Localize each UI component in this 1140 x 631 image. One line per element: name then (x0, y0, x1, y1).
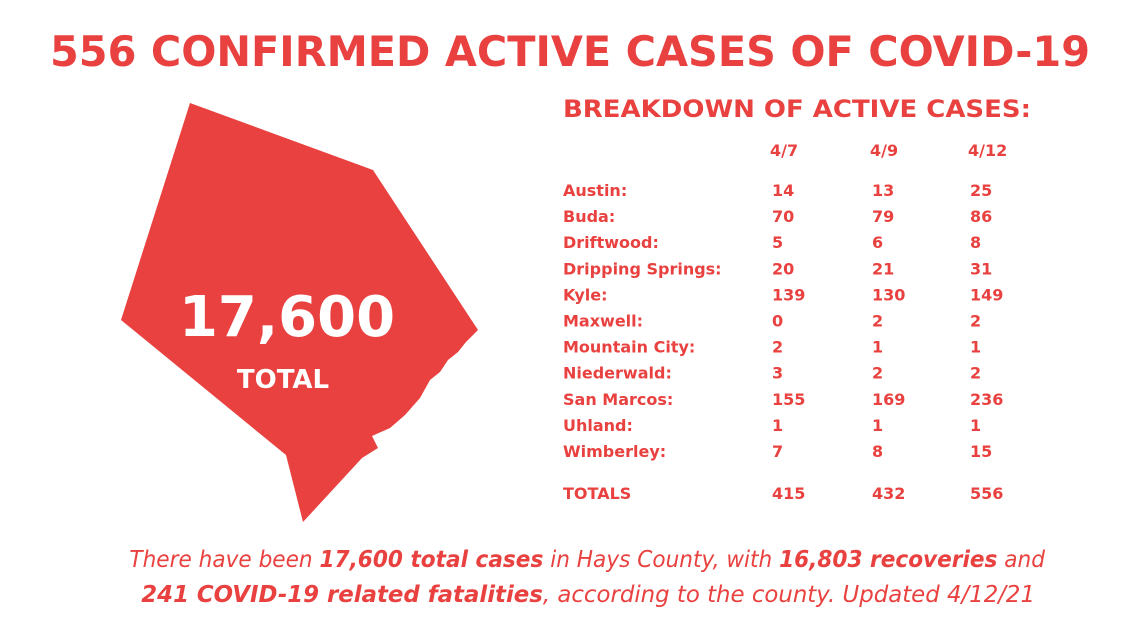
cell-value: 8 (970, 233, 981, 252)
cell-value: 1 (872, 338, 883, 357)
footer-text: and (997, 547, 1045, 573)
cell-value: 1 (772, 416, 783, 435)
total-number: 17,600 (179, 285, 395, 350)
cell-value: 25 (970, 181, 992, 200)
row-label: Dripping Springs: (563, 259, 722, 278)
cell-value: 1 (970, 338, 981, 357)
total-label: TOTAL (237, 365, 329, 395)
cell-value: 139 (772, 285, 805, 304)
cell-value: 21 (872, 259, 894, 278)
cell-value: 155 (772, 390, 805, 409)
cell-value: 130 (872, 285, 905, 304)
column-header: 4/12 (968, 141, 1007, 160)
cell-value: 2 (872, 364, 883, 383)
cell-value: 2 (872, 312, 883, 331)
row-label: Uhland: (563, 416, 633, 435)
row-label: Niederwald: (563, 364, 672, 383)
row-label: Maxwell: (563, 312, 643, 331)
footer-bold: 17,600 total cases (319, 547, 543, 573)
cell-value: 70 (772, 207, 794, 226)
cell-value: 7 (772, 442, 783, 461)
cell-value: 169 (872, 390, 905, 409)
totals-value: 432 (872, 484, 905, 503)
row-label: Austin: (563, 181, 627, 200)
footer-bold: 241 COVID-19 related fatalities (141, 582, 543, 608)
table-title: BREAKDOWN OF ACTIVE CASES: (563, 95, 1031, 123)
cell-value: 79 (872, 207, 894, 226)
cell-value: 6 (872, 233, 883, 252)
cell-value: 13 (872, 181, 894, 200)
title: 556 CONFIRMED ACTIVE CASES OF COVID-19 (50, 27, 1090, 76)
cell-value: 14 (772, 181, 794, 200)
cell-value: 3 (772, 364, 783, 383)
footer-text: There have been (129, 547, 319, 573)
cell-value: 0 (772, 312, 783, 331)
cell-value: 149 (970, 285, 1003, 304)
row-label: Driftwood: (563, 233, 659, 252)
footer-line: 241 COVID-19 related fatalities, accordi… (105, 582, 1035, 608)
row-label: San Marcos: (563, 390, 673, 409)
totals-value: 415 (772, 484, 805, 503)
cell-value: 8 (872, 442, 883, 461)
cell-value: 236 (970, 390, 1003, 409)
footer-text: in Hays County, with (543, 547, 779, 573)
cell-value: 1 (872, 416, 883, 435)
column-header: 4/7 (770, 141, 798, 160)
footer-text: , according to the county. Updated 4/12/… (543, 582, 1035, 608)
cell-value: 31 (970, 259, 992, 278)
cell-value: 1 (970, 416, 981, 435)
cell-value: 15 (970, 442, 992, 461)
row-label: Wimberley: (563, 442, 666, 461)
totals-value: 556 (970, 484, 1003, 503)
row-label: Mountain City: (563, 338, 695, 357)
footer-bold: 16,803 recoveries (779, 547, 997, 573)
cell-value: 5 (772, 233, 783, 252)
cell-value: 2 (772, 338, 783, 357)
cell-value: 20 (772, 259, 794, 278)
footer-line: There have been 17,600 total cases in Ha… (95, 547, 1045, 573)
column-header: 4/9 (870, 141, 898, 160)
row-label: Kyle: (563, 285, 608, 304)
cell-value: 86 (970, 207, 992, 226)
county-shape (121, 103, 478, 522)
cell-value: 2 (970, 364, 981, 383)
row-label: Buda: (563, 207, 615, 226)
totals-label: TOTALS (563, 484, 631, 503)
cell-value: 2 (970, 312, 981, 331)
